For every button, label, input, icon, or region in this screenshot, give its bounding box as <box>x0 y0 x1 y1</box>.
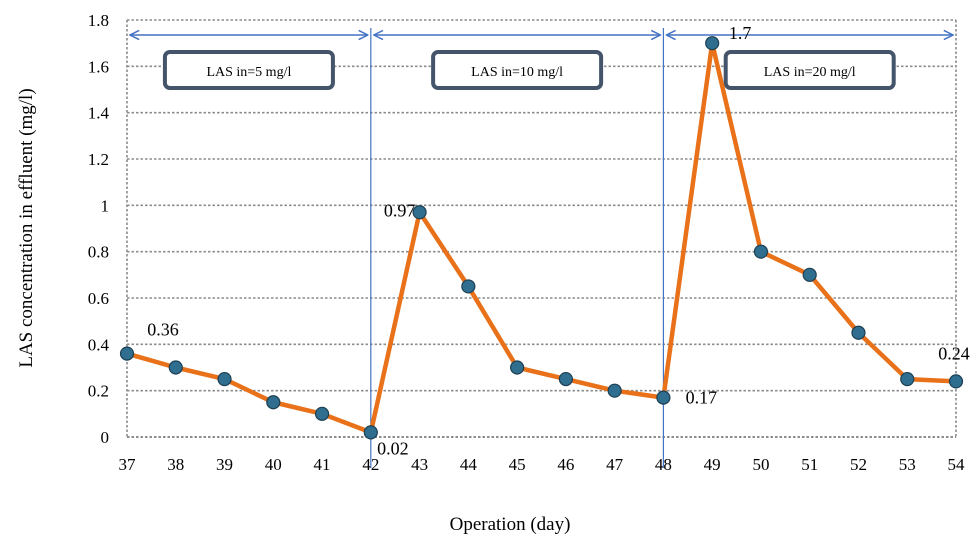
data-point <box>753 244 769 259</box>
y-tick-label: 0.2 <box>88 382 109 401</box>
data-label: 0.97 <box>384 200 416 220</box>
region-label: LAS in=10 mg/l <box>471 65 563 80</box>
data-point <box>705 36 720 51</box>
y-tick-label: 1.4 <box>88 104 110 123</box>
data-label: 0.02 <box>377 438 409 458</box>
x-tick-label: 51 <box>801 455 818 474</box>
x-tick-label: 46 <box>557 455 574 474</box>
x-tick-label: 54 <box>948 455 966 474</box>
region-box <box>162 50 335 90</box>
x-tick-label: 39 <box>216 455 233 474</box>
y-tick-label: 0.8 <box>88 243 109 262</box>
y-tick-labels: 0 0.2 0.4 0.6 0.8 1 1.2 1.4 1.6 1.8 <box>88 11 110 447</box>
region-box <box>723 50 896 90</box>
x-tick-label: 45 <box>509 455 526 474</box>
x-tick-label: 53 <box>899 455 916 474</box>
data-point <box>558 371 573 387</box>
data-point <box>851 325 866 340</box>
x-tick-label: 49 <box>704 455 721 474</box>
region-label: LAS in=20 mg/l <box>764 65 856 80</box>
data-point <box>510 360 525 375</box>
x-tick-label: 40 <box>265 455 282 474</box>
y-tick-label: 1.2 <box>88 150 109 169</box>
series-group <box>119 36 964 440</box>
y-tick-label: 1.8 <box>88 11 109 30</box>
data-point <box>656 390 671 405</box>
x-tick-label: 43 <box>411 455 428 474</box>
x-tick-label: 44 <box>460 455 478 474</box>
region-box <box>431 50 604 90</box>
dose-regions: LAS in=5 mg/l LAS in=10 mg/l LAS in=20 mg/… <box>130 28 953 468</box>
data-label: 1.7 <box>729 23 752 43</box>
data-point <box>948 374 964 389</box>
x-axis-title: Operation (day) <box>450 514 571 535</box>
y-tick-label: 1 <box>101 196 110 215</box>
data-point <box>363 425 378 440</box>
y-tick-label: 0.4 <box>88 335 110 354</box>
data-labels: 0.36 0.02 0.97 0.17 1.7 0.24 <box>147 23 970 458</box>
y-tick-label: 0 <box>101 428 110 447</box>
data-point <box>461 279 476 294</box>
data-point <box>802 267 817 282</box>
data-point <box>119 346 135 361</box>
y-tick-label: 1.6 <box>88 57 109 76</box>
region-label: LAS in=5 mg/l <box>206 65 291 80</box>
data-label: 0.36 <box>147 320 179 340</box>
x-tick-label: 47 <box>606 455 624 474</box>
y-tick-label: 0.6 <box>88 289 109 308</box>
axes <box>126 20 957 438</box>
y-axis-title: LAS concentration in effluent (mg/l) <box>16 88 37 367</box>
data-point <box>266 395 281 410</box>
data-point <box>168 360 183 375</box>
x-tick-label: 37 <box>119 455 137 474</box>
x-tick-label: 41 <box>314 455 331 474</box>
data-point <box>900 371 915 387</box>
x-tick-label: 52 <box>850 455 867 474</box>
x-tick-labels: 37 38 39 40 41 42 43 44 45 46 47 48 49 50 51 52 53 54 <box>119 455 966 474</box>
data-label: 0.17 <box>686 388 718 408</box>
data-point <box>412 205 427 220</box>
x-tick-label: 50 <box>752 455 769 474</box>
data-label: 0.24 <box>938 343 970 363</box>
data-point <box>314 406 330 421</box>
x-tick-label: 38 <box>167 455 184 474</box>
data-point <box>217 371 232 387</box>
data-point <box>607 383 622 398</box>
series-line <box>126 40 957 435</box>
